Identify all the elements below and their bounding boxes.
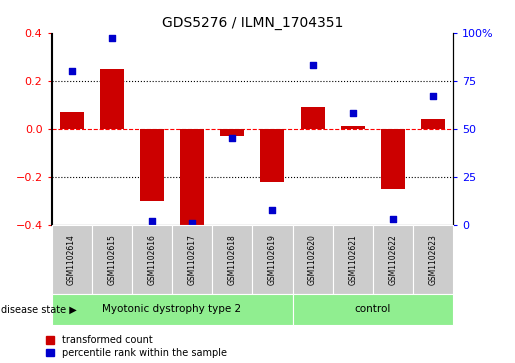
- Text: GSM1102622: GSM1102622: [388, 234, 398, 285]
- Bar: [341, 126, 365, 129]
- Title: GDS5276 / ILMN_1704351: GDS5276 / ILMN_1704351: [162, 16, 343, 30]
- Bar: [220, 129, 244, 136]
- Bar: [180, 129, 204, 225]
- Point: [67, 68, 76, 74]
- Text: GSM1102620: GSM1102620: [308, 234, 317, 285]
- Point: [389, 216, 397, 222]
- Text: GSM1102614: GSM1102614: [67, 234, 76, 285]
- Point: [148, 218, 156, 224]
- Bar: [301, 107, 324, 129]
- Point: [228, 136, 236, 142]
- Point: [188, 220, 196, 226]
- Point: [308, 62, 317, 68]
- Bar: [60, 112, 83, 129]
- Bar: [140, 129, 164, 201]
- Text: GSM1102619: GSM1102619: [268, 234, 277, 285]
- Text: control: control: [355, 305, 391, 314]
- Point: [429, 93, 437, 99]
- Text: disease state ▶: disease state ▶: [1, 305, 76, 314]
- Text: Myotonic dystrophy type 2: Myotonic dystrophy type 2: [102, 305, 242, 314]
- Text: GSM1102615: GSM1102615: [107, 234, 116, 285]
- Text: GSM1102618: GSM1102618: [228, 234, 237, 285]
- Bar: [261, 129, 284, 182]
- Text: GSM1102617: GSM1102617: [187, 234, 197, 285]
- Point: [108, 36, 116, 41]
- Text: GSM1102616: GSM1102616: [147, 234, 157, 285]
- Text: GSM1102621: GSM1102621: [348, 234, 357, 285]
- Bar: [100, 69, 124, 129]
- Legend: transformed count, percentile rank within the sample: transformed count, percentile rank withi…: [46, 335, 227, 358]
- Bar: [421, 119, 445, 129]
- Text: GSM1102623: GSM1102623: [428, 234, 438, 285]
- Point: [268, 207, 277, 213]
- Point: [349, 111, 357, 117]
- Bar: [381, 129, 405, 189]
